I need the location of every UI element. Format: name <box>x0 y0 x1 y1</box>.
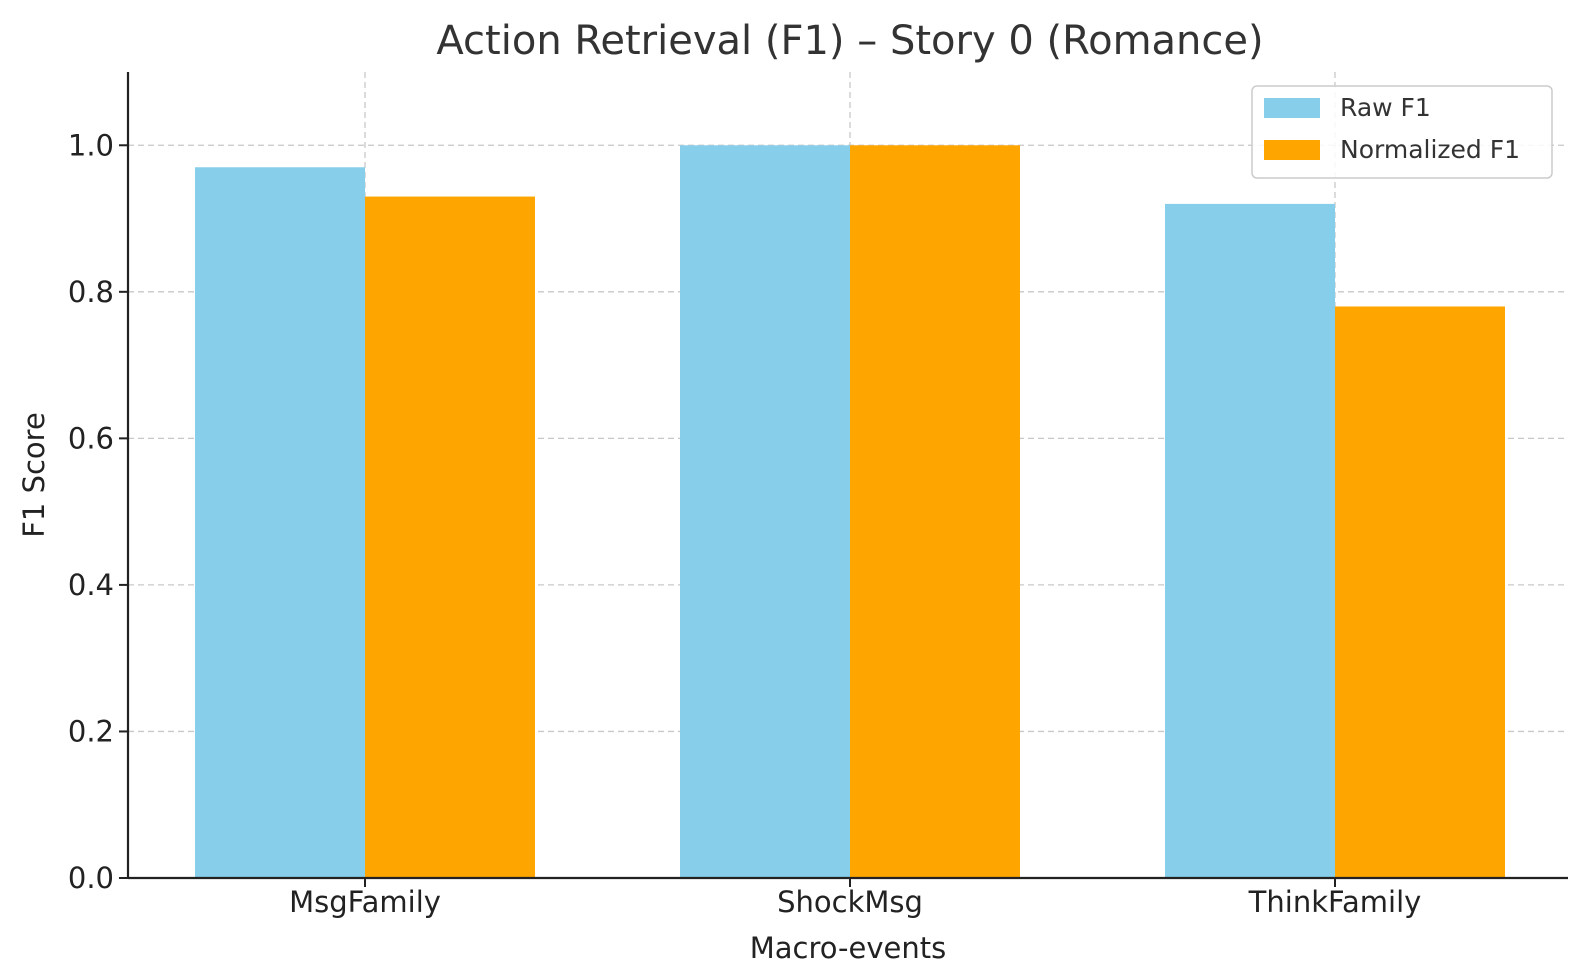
y-tick-label: 0.6 <box>68 421 114 455</box>
axes <box>126 72 1568 880</box>
y-tick-label: 0.2 <box>68 714 114 748</box>
legend: Raw F1 Normalized F1 <box>1251 85 1553 179</box>
x-tick-label: ThinkFamily <box>1248 885 1422 919</box>
x-axis-label: Macro-events <box>750 931 946 965</box>
bar-msgfamily-raw <box>195 167 365 879</box>
y-tick-label: 0.8 <box>68 275 114 309</box>
y-tick-label: 0.0 <box>68 861 114 895</box>
ticks: 0.0 0.2 0.4 0.6 0.8 1.0 MsgFamily ShockMsg Think… <box>68 128 1421 919</box>
bar-thinkfamily-normalized <box>1335 306 1505 878</box>
bar-shockmsg-normalized <box>850 145 1020 879</box>
chart-title: Action Retrieval (F1) – Story 0 (Romance… <box>436 18 1263 64</box>
y-tick-label: 1.0 <box>68 128 114 162</box>
legend-swatch <box>1264 140 1320 160</box>
legend-frame <box>1251 85 1553 179</box>
legend-swatch <box>1264 98 1320 118</box>
bar-msgfamily-normalized <box>365 196 535 879</box>
x-tick-label: MsgFamily <box>289 885 441 919</box>
bar-shockmsg-raw <box>680 145 850 879</box>
x-tick-label: ShockMsg <box>777 885 923 919</box>
bars <box>195 145 1505 879</box>
y-axis-label: F1 Score <box>17 412 51 538</box>
legend-label: Normalized F1 <box>1340 135 1520 164</box>
legend-label: Raw F1 <box>1340 93 1431 122</box>
bar-thinkfamily-raw <box>1165 203 1335 878</box>
y-tick-label: 0.4 <box>68 568 114 602</box>
